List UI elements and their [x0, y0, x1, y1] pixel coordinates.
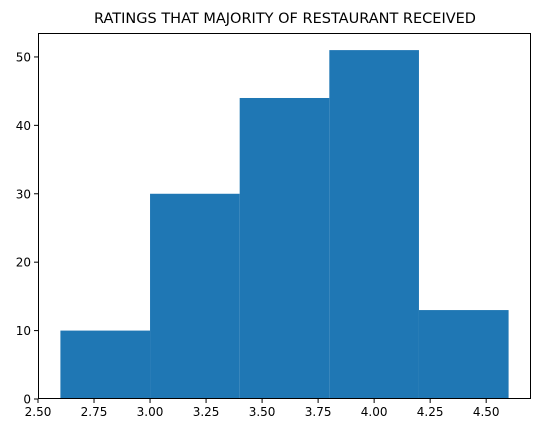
x-tick-label: 2.50: [25, 405, 52, 419]
y-tick-label: 50: [16, 50, 31, 64]
x-tick-label: 3.25: [193, 405, 220, 419]
y-axis-ticks: 0 10 20 30 40 50: [16, 50, 38, 407]
x-tick-label: 3.50: [249, 405, 276, 419]
x-tick-label: 4.25: [417, 405, 444, 419]
bars-group: [60, 50, 509, 399]
y-tick-label: 30: [16, 187, 31, 201]
chart-title: RATINGS THAT MAJORITY OF RESTAURANT RECE…: [94, 11, 476, 27]
x-axis-ticks: 2.50 2.75 3.00 3.25 3.50 3.75 4.00 4.25 4.50: [25, 399, 500, 419]
histogram-bar-2: [150, 193, 240, 399]
x-tick-label: 2.75: [81, 405, 108, 419]
y-tick-label: 10: [16, 324, 31, 338]
x-tick-label: 3.75: [305, 405, 332, 419]
y-tick-label: 40: [16, 119, 31, 133]
y-tick-label: 20: [16, 256, 31, 270]
x-tick-label: 3.00: [137, 405, 164, 419]
y-tick-label: 0: [23, 393, 31, 407]
histogram-bar-4: [329, 50, 419, 399]
histogram-bar-1: [60, 330, 151, 399]
x-tick-label: 4.50: [473, 405, 500, 419]
histogram-bar-3: [239, 97, 330, 399]
x-tick-label: 4.00: [361, 405, 388, 419]
plot-frame: [38, 33, 531, 399]
histogram-bar-5: [418, 310, 509, 399]
